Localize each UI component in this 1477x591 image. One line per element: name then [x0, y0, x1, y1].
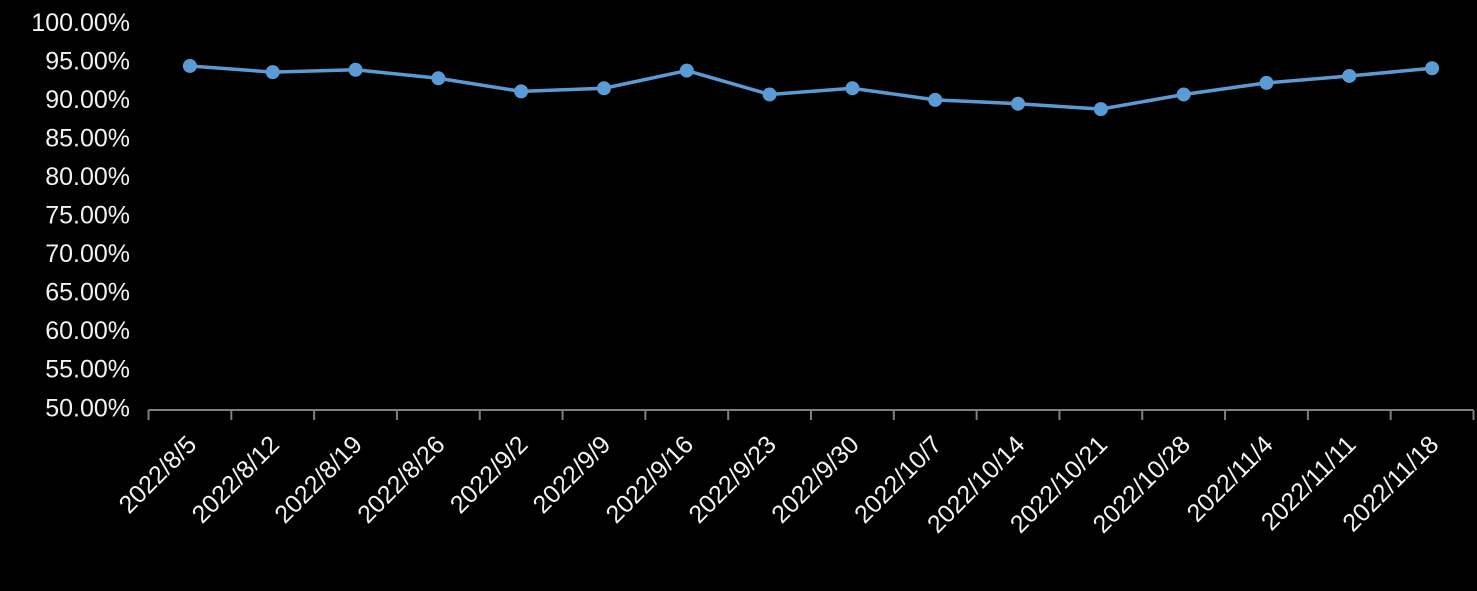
x-axis-tick-label: 2022/9/30	[766, 430, 864, 528]
x-axis-tick-label: 2022/9/23	[683, 430, 781, 528]
data-point-marker	[1342, 68, 1357, 83]
data-point-marker	[1011, 96, 1026, 111]
data-point-marker	[1093, 102, 1108, 117]
x-axis-tick-label: 2022/9/16	[601, 430, 699, 528]
y-axis-tick-label: 100.00%	[31, 9, 130, 37]
data-line	[188, 64, 1434, 111]
data-point-marker	[431, 71, 446, 86]
y-axis-tick-label: 80.00%	[45, 163, 130, 191]
y-axis-tick-label: 65.00%	[45, 279, 130, 307]
data-point-marker	[182, 58, 197, 73]
data-point-marker	[348, 62, 363, 77]
data-point-marker	[762, 87, 777, 102]
y-axis-tick-label: 90.00%	[45, 86, 130, 114]
data-point-marker	[265, 65, 280, 80]
data-point-marker	[1176, 87, 1191, 102]
y-axis-tick-label: 50.00%	[45, 394, 130, 422]
x-axis-tick-label: 2022/8/12	[187, 430, 285, 528]
x-axis-tick-label: 2022/9/2	[445, 430, 534, 519]
x-axis-tick-label: 2022/8/19	[269, 430, 367, 528]
x-axis-tick-label: 2022/8/26	[352, 430, 450, 528]
y-axis-tick-label: 55.00%	[45, 356, 130, 384]
data-point-marker	[1259, 75, 1274, 90]
data-point-marker	[679, 63, 694, 78]
data-point-marker	[596, 81, 611, 96]
data-point-marker	[514, 84, 529, 99]
y-axis-tick-label: 85.00%	[45, 124, 130, 152]
y-axis-tick-label: 60.00%	[45, 317, 130, 345]
data-point-marker	[845, 81, 860, 96]
y-axis-tick-label: 95.00%	[45, 47, 130, 75]
y-axis-tick-label: 70.00%	[45, 240, 130, 268]
data-point-marker	[1425, 61, 1440, 76]
y-axis-tick-label: 75.00%	[45, 202, 130, 230]
data-point-marker	[928, 92, 943, 107]
